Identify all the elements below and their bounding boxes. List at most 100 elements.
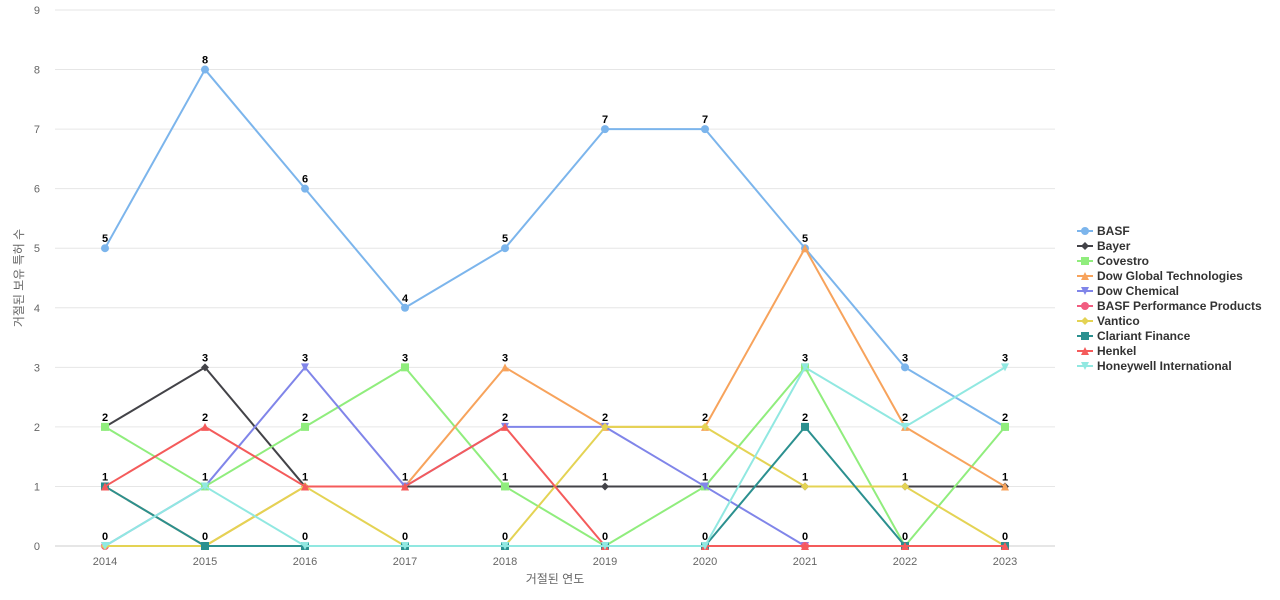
data-label: 1 <box>702 471 708 483</box>
data-point <box>1001 422 1009 431</box>
y-tick-label: 4 <box>34 303 40 315</box>
y-tick-label: 9 <box>34 5 40 17</box>
data-label: 1 <box>202 471 208 483</box>
data-point <box>401 303 409 312</box>
data-label: 3 <box>302 352 308 364</box>
legend-item[interactable]: BASF <box>1077 224 1130 238</box>
data-label: 6 <box>302 174 308 186</box>
data-label: 2 <box>902 412 908 424</box>
data-label: 0 <box>102 531 108 543</box>
data-label: 2 <box>302 412 308 424</box>
data-label: 1 <box>802 471 808 483</box>
x-tick-label: 2016 <box>293 556 317 568</box>
legend-item[interactable]: Vantico <box>1077 314 1140 328</box>
legend-item[interactable]: Clariant Finance <box>1077 329 1191 343</box>
series-dow-global-technologies <box>101 244 1009 550</box>
data-point <box>201 363 209 372</box>
data-point <box>701 482 709 491</box>
data-label: 2 <box>202 412 208 424</box>
legend-item[interactable]: BASF Performance Products <box>1077 299 1262 313</box>
data-label: 7 <box>602 114 608 126</box>
data-label: 0 <box>902 531 908 543</box>
data-point <box>901 422 909 431</box>
data-point <box>801 422 809 431</box>
data-point <box>601 125 609 134</box>
data-point <box>601 542 609 550</box>
series-covestro <box>101 363 1009 550</box>
legend-label: Dow Global Technologies <box>1097 269 1243 283</box>
legend-marker <box>1081 257 1089 265</box>
data-point <box>201 65 209 74</box>
grid-lines <box>55 9 1055 547</box>
y-tick-label: 1 <box>34 481 40 493</box>
data-label: 7 <box>702 114 708 126</box>
data-label: 2 <box>602 412 608 424</box>
data-point <box>201 542 209 550</box>
series-honeywell-international <box>101 363 1009 550</box>
data-label: 3 <box>1002 352 1008 364</box>
data-label: 1 <box>402 471 408 483</box>
series-line <box>104 366 1006 547</box>
legend-item[interactable]: Henkel <box>1077 344 1136 358</box>
data-label: 2 <box>502 412 508 424</box>
series-line <box>104 425 1006 547</box>
data-label: 1 <box>102 471 108 483</box>
data-point <box>501 363 509 372</box>
legend-label: Henkel <box>1097 344 1136 358</box>
series-line <box>104 68 1006 428</box>
series-lines <box>101 65 1009 550</box>
legend-item[interactable]: Dow Global Technologies <box>1077 269 1243 283</box>
data-point <box>301 542 309 550</box>
data-label: 3 <box>902 352 908 364</box>
data-label: 8 <box>202 55 208 67</box>
legend-marker <box>1081 362 1089 370</box>
legend-item[interactable]: Honeywell International <box>1077 359 1232 373</box>
data-label: 1 <box>302 471 308 483</box>
data-point <box>601 482 609 491</box>
data-point <box>901 542 909 550</box>
data-label: 0 <box>802 531 808 543</box>
y-tick-label: 2 <box>34 422 40 434</box>
data-point <box>301 482 309 491</box>
legend-item[interactable]: Covestro <box>1077 254 1149 268</box>
data-point <box>101 482 109 491</box>
data-point <box>401 363 409 372</box>
legend-marker <box>1081 227 1089 235</box>
data-label: 5 <box>502 233 508 245</box>
data-point <box>901 363 909 372</box>
legend-marker <box>1081 287 1089 295</box>
data-label: 0 <box>402 531 408 543</box>
data-point <box>101 244 109 253</box>
x-tick-label: 2019 <box>593 556 617 568</box>
legend-label: BASF <box>1097 224 1130 238</box>
data-label: 3 <box>502 352 508 364</box>
data-point <box>601 422 609 431</box>
data-label: 5 <box>102 233 108 245</box>
data-point <box>401 542 409 550</box>
legend-label: Honeywell International <box>1097 359 1232 373</box>
legend-marker <box>1081 317 1089 325</box>
x-tick-label: 2020 <box>693 556 717 568</box>
data-point <box>1001 482 1009 491</box>
x-tick-label: 2021 <box>793 556 817 568</box>
legend-marker <box>1081 242 1089 250</box>
legend-item[interactable]: Dow Chemical <box>1077 284 1179 298</box>
series-line <box>104 366 1006 547</box>
legend-marker <box>1081 347 1089 355</box>
x-tick-label: 2023 <box>993 556 1017 568</box>
data-label: 0 <box>202 531 208 543</box>
legend-item[interactable]: Bayer <box>1077 239 1131 253</box>
legend-label: Clariant Finance <box>1097 329 1191 343</box>
data-point <box>801 542 809 550</box>
y-tick-label: 8 <box>34 65 40 77</box>
series-line <box>104 366 1006 547</box>
legend-marker <box>1081 302 1089 310</box>
data-point <box>801 244 809 253</box>
data-point <box>101 422 109 431</box>
data-point <box>301 184 309 193</box>
data-labels: 5210831026123041305132071027120513023102… <box>102 55 1008 543</box>
